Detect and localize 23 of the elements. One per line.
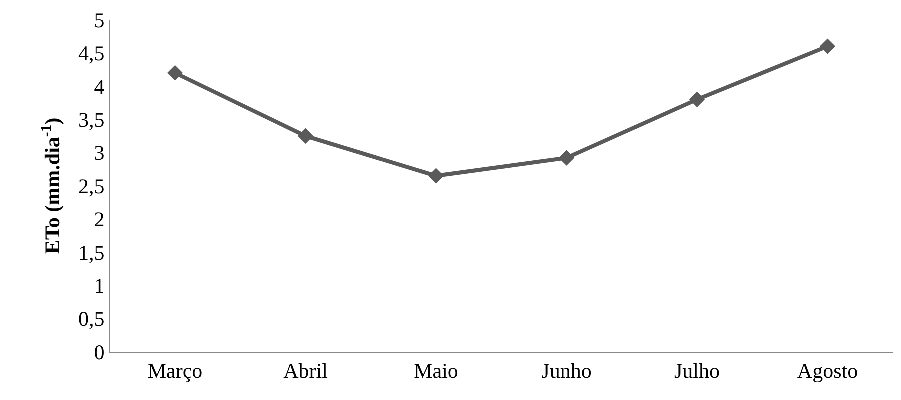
y-tick-label: 2 — [94, 208, 105, 232]
x-tick-label: Julho — [674, 359, 720, 384]
point — [428, 168, 444, 184]
y-tick-label: 5 — [94, 8, 105, 32]
y-tick-label: 4 — [94, 74, 106, 99]
y-tick-label: 4,5 — [78, 42, 105, 66]
point — [689, 92, 706, 108]
y-tick-label: 1,5 — [78, 240, 105, 265]
point — [558, 150, 575, 166]
y-tick-label: 3 — [94, 141, 105, 166]
y-tick-label: 0 — [94, 340, 105, 364]
y-tick-label: 3,5 — [78, 108, 105, 132]
y-tick-label: 2,5 — [78, 174, 105, 198]
x-tick-label: Abril — [284, 359, 328, 384]
x-tick-label: Maio — [414, 359, 458, 384]
point — [820, 38, 836, 54]
x-tick-label: Março — [148, 359, 203, 384]
point — [167, 65, 184, 81]
x-tick-label: Junho — [542, 359, 592, 384]
y-tick-label: 1 — [94, 274, 105, 298]
point — [298, 128, 314, 144]
y-tick-label: 0,5 — [78, 307, 105, 332]
x-tick-label: Agosto — [797, 359, 858, 384]
